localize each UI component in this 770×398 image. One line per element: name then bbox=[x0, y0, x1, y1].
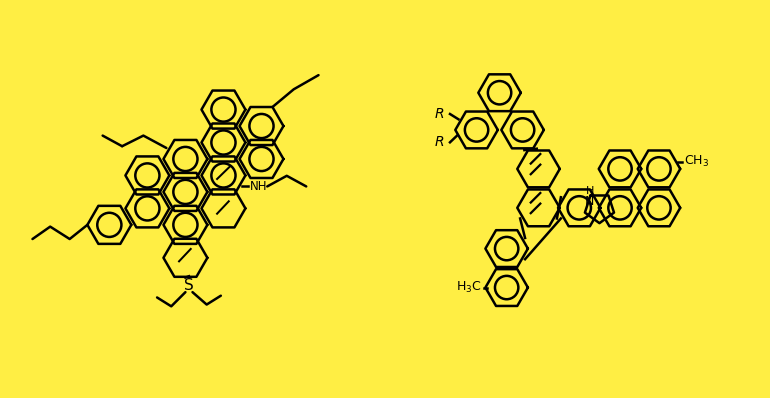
Text: CH$_3$: CH$_3$ bbox=[684, 154, 709, 170]
Text: R: R bbox=[435, 107, 445, 121]
Text: NH: NH bbox=[249, 180, 267, 193]
Text: H: H bbox=[586, 186, 594, 196]
Text: H$_3$C: H$_3$C bbox=[457, 280, 482, 295]
Text: R: R bbox=[435, 135, 445, 149]
Text: N: N bbox=[585, 195, 594, 208]
Text: S: S bbox=[184, 277, 194, 293]
